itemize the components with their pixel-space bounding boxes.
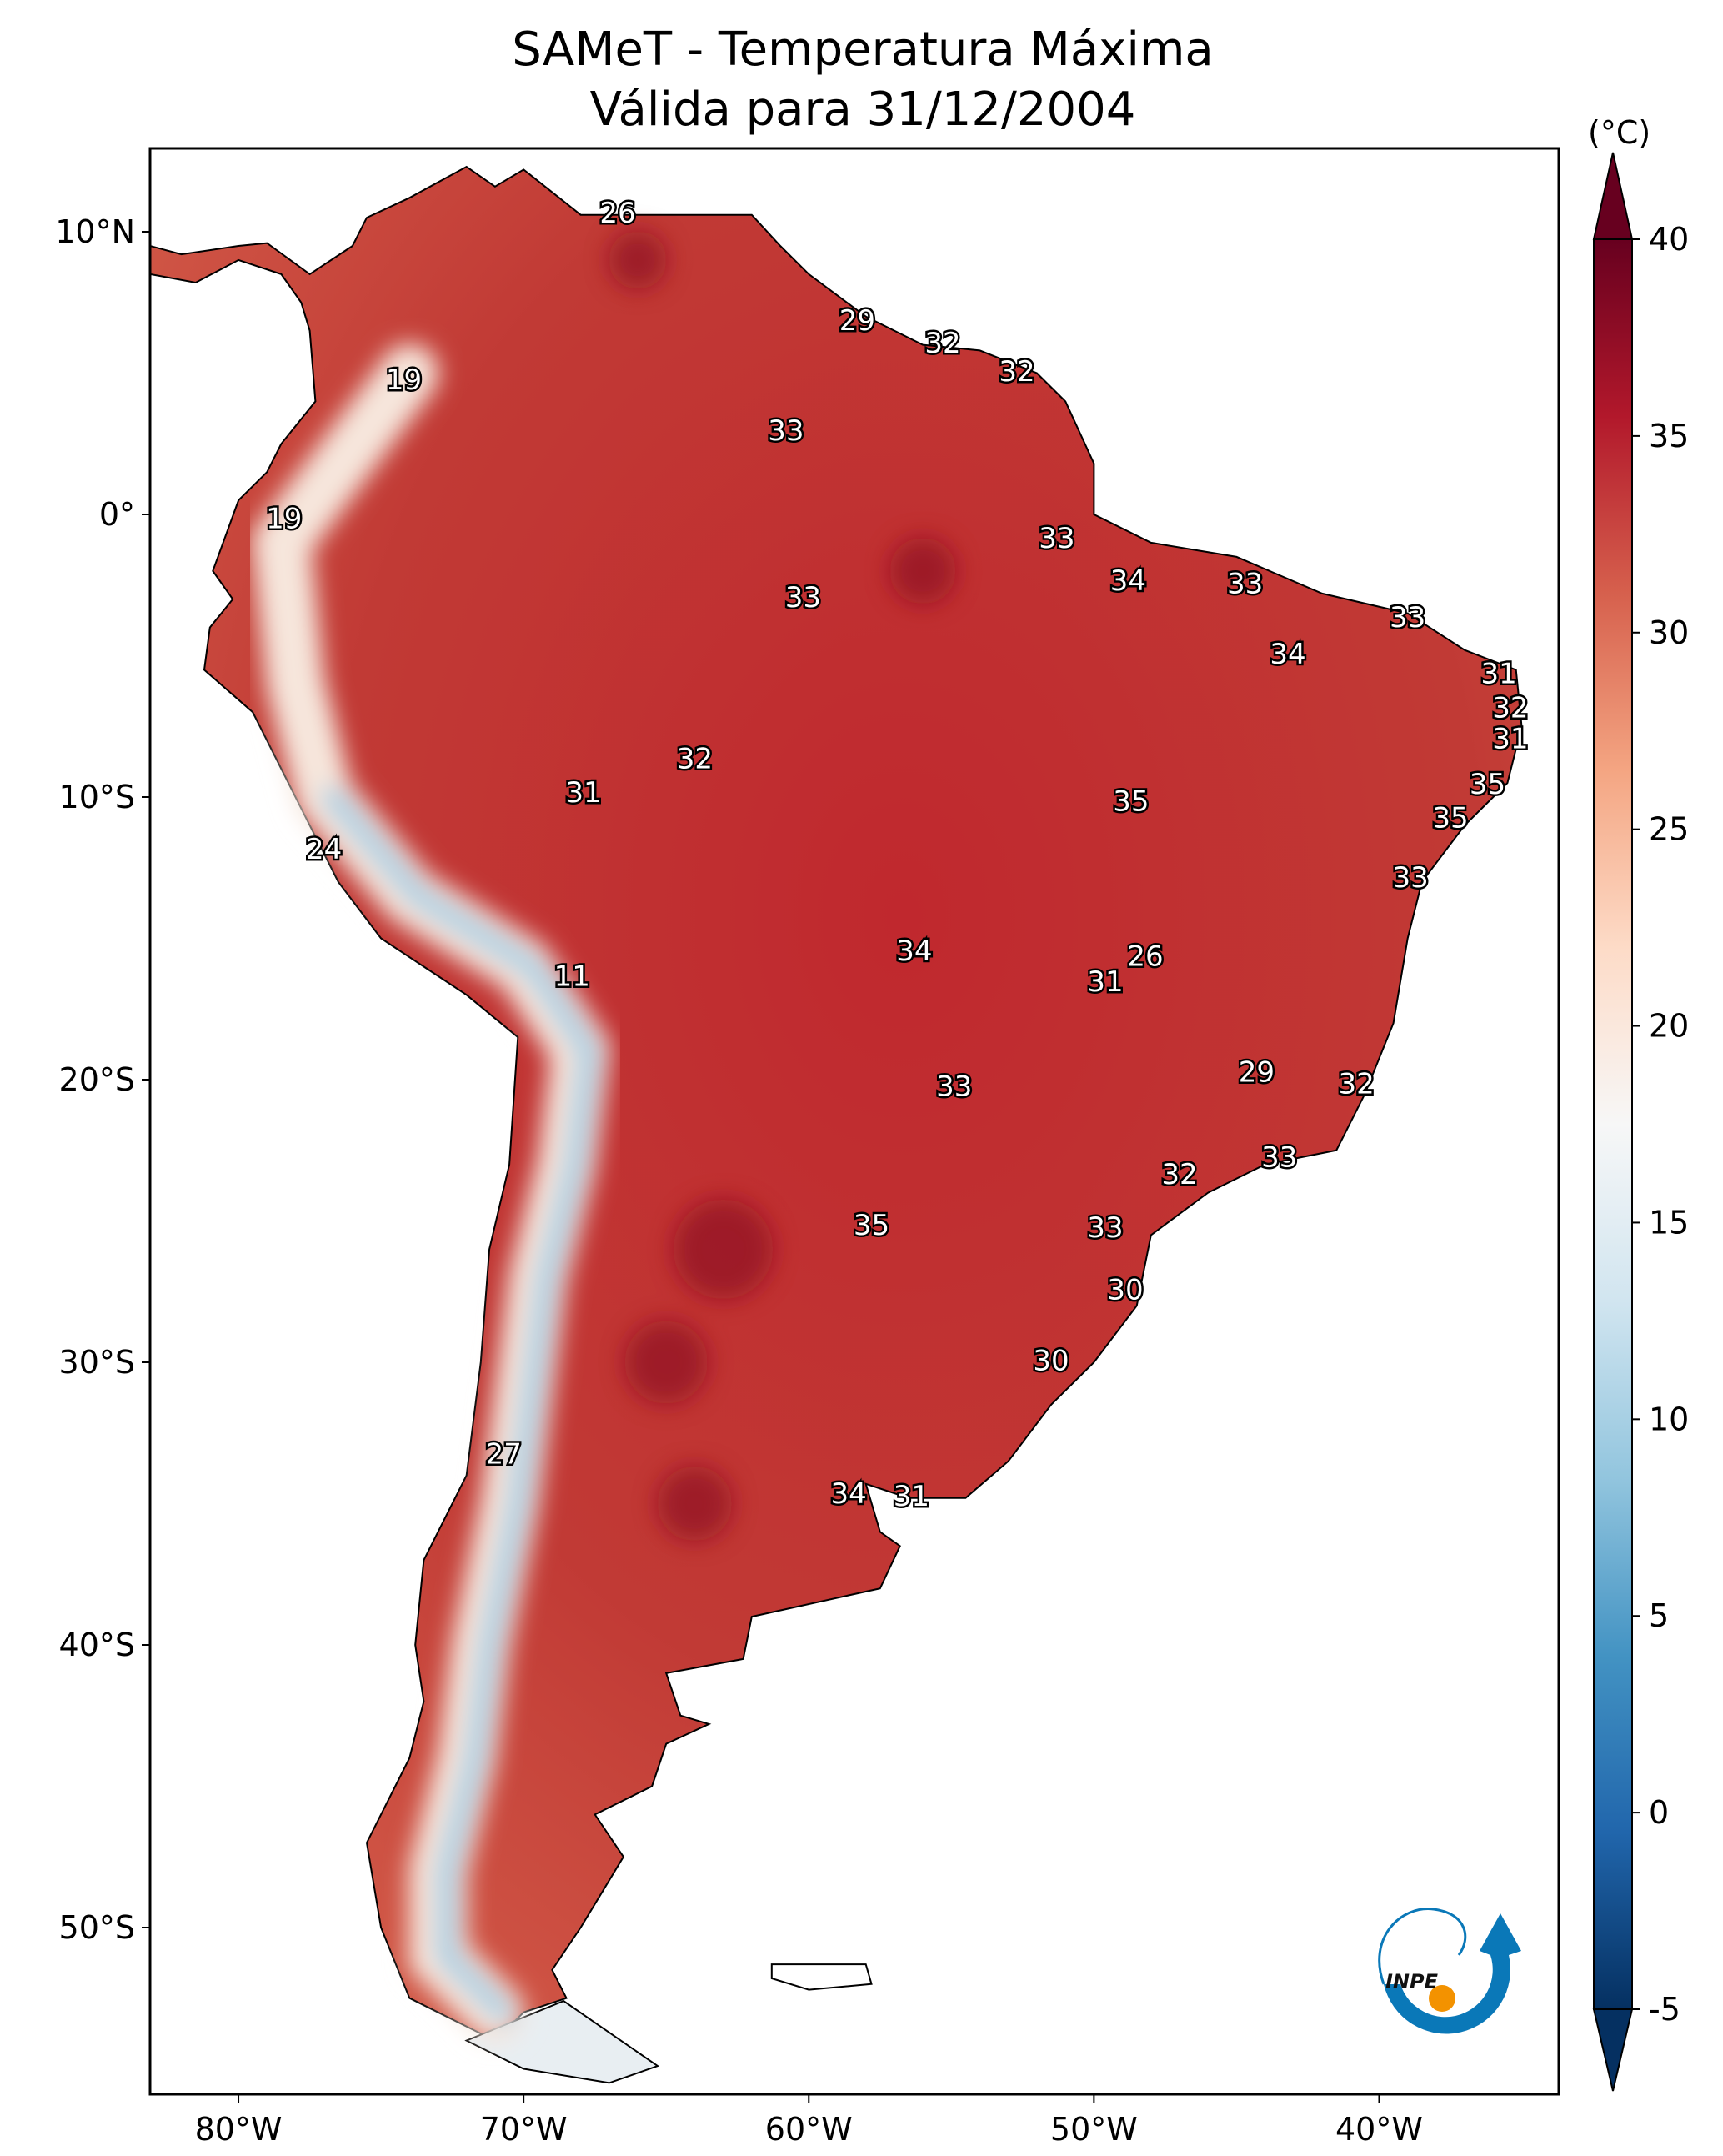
longitude-ticks: 80°W 70°W 60°W 50°W 40°W [195,2094,1423,2148]
map-frame [148,147,1560,2096]
x-tick-label: 40°W [1335,2111,1423,2148]
station-value-label: 35 [1113,785,1149,818]
station-value-label: 32 [1338,1067,1374,1101]
station-value-label: 33 [1227,567,1263,600]
station-value-label: 11 [554,960,590,993]
station-value-label: 33 [1039,522,1074,555]
colorbar-tick-label: 15 [1649,1204,1689,1241]
station-value-label: 35 [1470,768,1505,801]
latitude-ticks: 10°N 0° 10°S 20°S 30°S 40°S 50°S [55,213,150,1946]
colorbar-tick-label: 10 [1649,1401,1689,1437]
colorbar-extend-max [1592,152,1634,240]
station-value-label: 19 [266,502,302,535]
station-value-label: 31 [1481,658,1517,691]
y-tick-label: 20°S [59,1061,135,1098]
station-value-label: 32 [999,355,1034,389]
station-value-label: 33 [1390,601,1425,634]
station-value-label: 32 [1492,691,1528,725]
station-value-label: 29 [839,304,875,338]
station-value-label: 34 [896,935,932,968]
colorbar-label: (°C) [1588,114,1650,151]
station-value-label: 32 [1161,1158,1197,1191]
colorbar-bar [1593,238,1633,2010]
colorbar-tick-label: 5 [1649,1597,1669,1634]
colorbar-extend-min [1592,2008,1634,2092]
station-value-label: 32 [677,742,713,775]
station-value-label: 34 [831,1477,867,1511]
station-value-label: 31 [894,1480,929,1513]
station-value-label: 30 [1033,1344,1069,1377]
station-value-label: 35 [854,1209,889,1242]
station-value-label: 31 [1087,965,1123,999]
station-value-label: 29 [1239,1056,1275,1090]
y-tick-label: 30°S [59,1344,135,1381]
y-tick-label: 10°S [59,779,135,815]
x-tick-label: 80°W [195,2111,283,2148]
station-value-label: 35 [1432,802,1468,835]
colorbar-tick-label: 20 [1649,1008,1689,1045]
x-tick-label: 70°W [480,2111,568,2148]
hot-spots [609,230,957,1542]
station-value-label: 33 [1087,1211,1123,1245]
colorbar-tick-label: 25 [1649,811,1689,848]
station-value-label: 26 [1127,940,1163,974]
station-value-label: 33 [1392,861,1428,895]
chart-title: SAMeT - Temperatura Máxima [512,23,1214,77]
station-value-label: 33 [785,581,821,614]
y-tick-label: 0° [99,496,135,533]
station-value-label: 27 [486,1437,522,1471]
station-value-label: 24 [306,833,342,866]
x-tick-label: 50°W [1050,2111,1138,2148]
station-value-label: 33 [936,1070,972,1104]
station-value-label: 31 [565,776,601,810]
station-value-label: 34 [1110,564,1146,598]
andes-cool-region [251,343,611,2042]
station-value-label: 31 [1492,723,1528,756]
chart-subtitle: Válida para 31/12/2004 [590,83,1136,137]
station-value-label: 33 [768,414,804,448]
station-value-label: 19 [386,364,422,397]
colorbar-tick-label: 0 [1649,1794,1669,1831]
station-value-label: 32 [924,327,960,360]
colorbar-tick-label: 35 [1649,418,1689,454]
station-value-label: 33 [1261,1141,1297,1174]
colorbar-tick-label: -5 [1649,1991,1680,2028]
y-tick-label: 50°S [59,1909,135,1946]
x-tick-label: 60°W [765,2111,853,2148]
colorbar-tick-label: 30 [1649,614,1689,651]
station-value-label: 30 [1107,1274,1143,1307]
inpe-logo: INPE [1378,1908,1521,2034]
colorbar: (°C) -5 0 5 10 15 20 25 30 35 40 [1588,114,1689,2092]
station-value-label: 34 [1270,638,1305,671]
colorbar-tick-label: 40 [1649,221,1689,258]
y-tick-label: 40°S [59,1627,135,1663]
falkland-islands [770,1963,873,1991]
y-tick-label: 10°N [55,213,135,250]
logo-text: INPE [1385,1970,1439,1993]
station-value-label: 26 [599,197,635,230]
